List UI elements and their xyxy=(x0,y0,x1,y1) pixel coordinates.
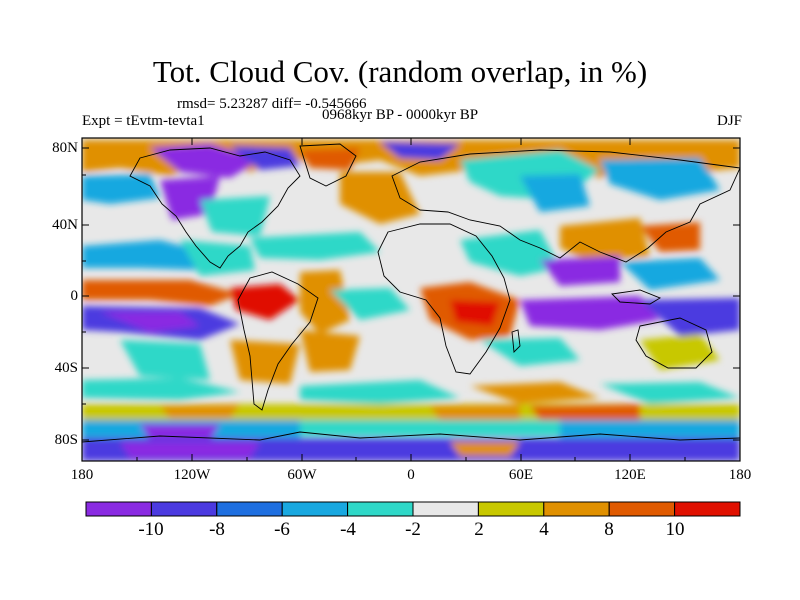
rmsd-diff-stats: rmsd= 5.23287 diff= -0.545666 xyxy=(177,96,367,112)
colorbar-swatch-2 xyxy=(150,501,218,517)
colorbar-label-3: -6 xyxy=(274,519,290,540)
colorbar-label-9: 10 xyxy=(665,519,685,540)
colorbar-swatch-8 xyxy=(543,501,610,517)
colorbar xyxy=(85,501,741,517)
lon-label-120e: 120E xyxy=(614,467,646,483)
lat-label-0: 0 xyxy=(70,288,79,304)
coastlines xyxy=(82,143,740,443)
colorbar-swatch-3 xyxy=(216,501,283,517)
colorbar-label-5: -2 xyxy=(405,519,421,540)
lon-label-180-east: 180 xyxy=(728,467,752,483)
colorbar-swatch-4 xyxy=(281,501,349,517)
colorbar-swatch-5 xyxy=(347,501,414,517)
lat-label-40n: 40N xyxy=(52,217,78,233)
colorbar-swatch-7 xyxy=(477,501,545,517)
axis-ticks xyxy=(81,138,741,461)
colorbar-swatch-9 xyxy=(608,501,676,517)
lat-label-40s: 40S xyxy=(54,360,78,376)
map-title: Tot. Cloud Cov. (random overlap, in %) xyxy=(152,54,648,89)
colorbar-label-1: -10 xyxy=(138,519,164,540)
season-label: DJF xyxy=(716,113,742,129)
colorbar-label-6: 2 xyxy=(474,519,484,540)
colorbar-swatch-6 xyxy=(412,501,479,517)
period-label: 0968kyr BP - 0000kyr BP xyxy=(322,107,479,123)
colorbar-swatch-1 xyxy=(85,501,152,517)
lon-label-180-west: 180 xyxy=(70,467,94,483)
lon-label-60w: 60W xyxy=(287,467,317,483)
colorbar-label-2: -8 xyxy=(209,519,225,540)
anomaly-field xyxy=(82,138,740,461)
lat-label-80n: 80N xyxy=(52,140,78,156)
colorbar-label-8: 8 xyxy=(604,519,614,540)
experiment-label: Expt = tEvtm-tevta1 xyxy=(82,113,205,129)
colorbar-label-4: -4 xyxy=(340,519,356,540)
colorbar-swatch-10 xyxy=(674,501,741,517)
lon-label-60e: 60E xyxy=(508,467,534,483)
lon-label-120w: 120W xyxy=(173,467,211,483)
lon-label-0: 0 xyxy=(407,467,415,483)
lat-label-80s: 80S xyxy=(54,432,78,448)
colorbar-label-7: 4 xyxy=(539,519,549,540)
